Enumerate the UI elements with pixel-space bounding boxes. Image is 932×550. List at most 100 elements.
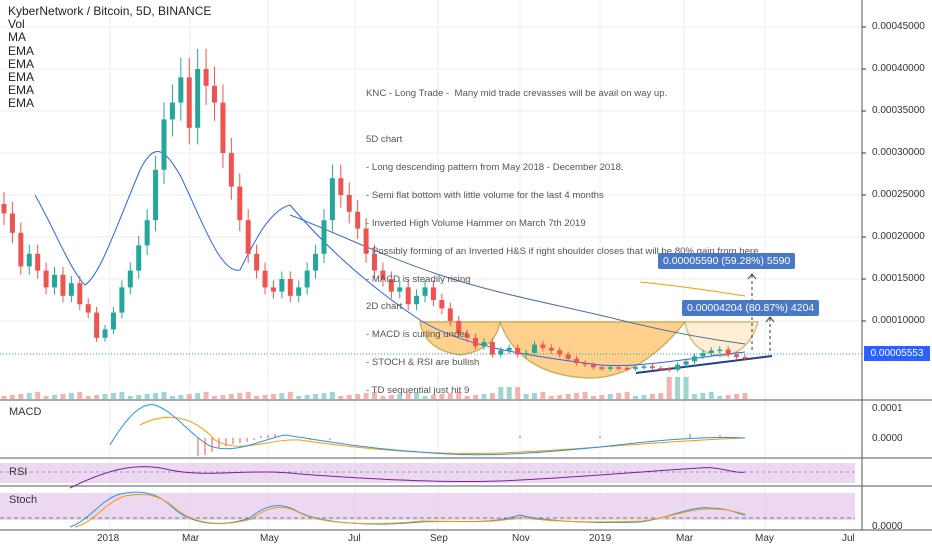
volume-bar [329, 392, 335, 399]
candle-body [515, 347, 521, 355]
volume-bar [725, 395, 731, 399]
volume-bar [355, 394, 361, 399]
candle-body [414, 295, 420, 305]
volume-bar [489, 393, 495, 399]
macd-label[interactable]: MACD [9, 406, 42, 418]
candle-body [346, 195, 352, 212]
candle-body [430, 287, 436, 300]
volume-bar [708, 392, 714, 399]
candle-body [548, 347, 554, 351]
candle-body [94, 312, 100, 338]
candle-body [481, 342, 487, 347]
candle-body [506, 347, 512, 351]
volume-bar [220, 395, 226, 399]
candle-body [127, 270, 133, 288]
macd-tick-label: 0.0001 [872, 403, 903, 414]
candle-body [169, 102, 175, 120]
indicator-vol[interactable]: Vol [8, 17, 25, 32]
candle-body [355, 211, 361, 229]
candle-body [523, 352, 529, 355]
indicator-ma[interactable]: MA [8, 30, 26, 45]
volume-bar [254, 396, 260, 399]
candle-body [742, 357, 748, 359]
candle-body [60, 274, 66, 296]
measure-label-lower[interactable]: 0.00004204 (80.87%) 4204 [682, 300, 820, 316]
candle-body [153, 169, 159, 221]
candle-body [203, 69, 209, 86]
candle-body [296, 287, 302, 296]
x-tick-label: 2019 [589, 533, 612, 544]
candle-body [607, 367, 613, 369]
indicator-ema-1[interactable]: EMA [8, 43, 35, 58]
volume-bar [372, 392, 377, 399]
y-tick-label: 0.00025000 [872, 189, 925, 200]
x-tick-label: Mar [676, 533, 694, 544]
note-line: - MACD is curling under [366, 329, 468, 341]
macd-line [109, 404, 746, 456]
volume-bar [195, 393, 201, 399]
candle-body [565, 354, 571, 359]
note-line: - TD sequential just hit 9 [366, 385, 470, 397]
candle-body [405, 287, 411, 305]
volume-bar [186, 394, 192, 399]
current-price-badge: 0.00005553 [864, 346, 930, 361]
chart-title: KyberNetwork / Bitcoin, 5D, BINANCE [8, 4, 212, 18]
x-tick-label: Mar [182, 533, 200, 544]
candle-body [734, 354, 740, 358]
x-tick-label: Sep [430, 533, 448, 544]
indicator-ema-2[interactable]: EMA [8, 56, 35, 71]
indicator-ema-3[interactable]: EMA [8, 70, 35, 85]
note-line: 5D chart [366, 134, 403, 146]
volume-bar [397, 394, 403, 399]
volume-bar [313, 394, 319, 399]
volume-bar [94, 395, 100, 399]
macd-tick-label: 0.0000 [872, 433, 903, 444]
candle-body [52, 274, 58, 288]
candle-body [397, 287, 403, 292]
volume-bar [304, 395, 310, 399]
candle-body [279, 279, 285, 292]
volume-bar [456, 392, 462, 399]
y-tick-label: 0.00045000 [872, 21, 925, 32]
y-tick-label: 0.00040000 [872, 63, 925, 74]
note-line: 2D chart [366, 301, 403, 313]
volume-bar [414, 392, 420, 399]
note-line: - STOCH & RSI are bullish [366, 357, 480, 369]
candle-body [136, 245, 142, 271]
grid [0, 0, 862, 530]
legend: KyberNetwork / Bitcoin, 5D, BINANCE Vol … [8, 4, 212, 111]
indicator-ema-4[interactable]: EMA [8, 83, 35, 98]
volume-bar [649, 394, 655, 399]
volume-bar [565, 394, 571, 399]
candle-body [18, 232, 24, 267]
trendline [635, 355, 773, 374]
volume-bar [127, 396, 133, 399]
volume-bar [607, 394, 613, 399]
x-tick-label: Jul [348, 533, 361, 544]
candle-body [144, 220, 150, 246]
volume-bar [52, 395, 58, 399]
volume-bar [169, 396, 175, 399]
x-tick-label: Nov [512, 533, 530, 544]
volume-bar [624, 392, 630, 399]
y-axis-ticks [862, 26, 866, 322]
stoch-band [0, 493, 855, 520]
volume-bar [658, 393, 664, 399]
candle-body [658, 368, 664, 370]
stoch-tick-label: 0.0000 [872, 521, 903, 532]
rsi-label[interactable]: RSI [9, 466, 28, 478]
candle-body [228, 153, 234, 187]
volume-bar [245, 392, 251, 399]
volume-bar [666, 377, 672, 399]
candle-body [212, 85, 218, 103]
volume-bar [464, 396, 470, 399]
volume-bar [683, 377, 689, 399]
volume-bar [700, 393, 706, 399]
stoch-label[interactable]: Stoch [9, 494, 38, 506]
indicator-ema-5[interactable]: EMA [8, 96, 35, 111]
candle-body [574, 358, 580, 363]
measure-label-upper[interactable]: 0.00005590 (59.28%) 5590 [658, 253, 796, 269]
volume-bar [447, 393, 453, 399]
volume-bar [203, 392, 209, 399]
volume-bar [557, 395, 563, 399]
